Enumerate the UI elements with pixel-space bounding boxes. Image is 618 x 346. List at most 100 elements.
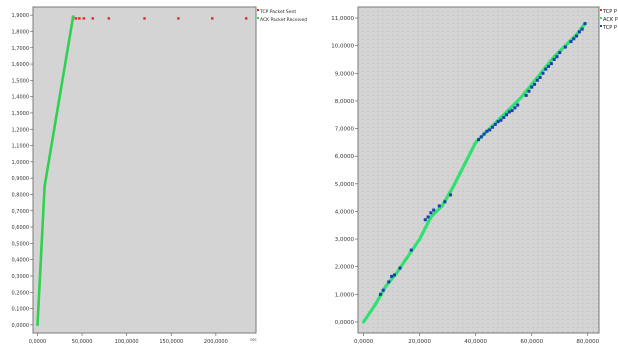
x-tick-label: 150,0000 (159, 339, 183, 345)
y-tick-label: 1,5000 (12, 78, 30, 84)
data-point (507, 110, 511, 114)
data-point (426, 215, 430, 219)
data-point (409, 248, 413, 252)
legend-entry: ACK Packet Received (260, 17, 307, 23)
data-point (429, 211, 433, 215)
y-tick-label: 6,0000 (335, 154, 355, 160)
x-tick-label: 0,0000 (354, 339, 374, 345)
x-tick-label: 100,0000 (115, 339, 139, 345)
data-point (78, 17, 81, 20)
data-point (479, 135, 483, 139)
x-axis-label: sec (250, 337, 257, 342)
data-point (505, 113, 509, 117)
data-point (423, 218, 427, 222)
series-1 (36, 15, 75, 327)
data-point (516, 103, 520, 107)
data-point (177, 17, 180, 20)
x-tick-label: 80,0000 (576, 339, 599, 345)
data-point (555, 55, 559, 59)
y-tick-label: 11,0000 (331, 16, 354, 22)
data-point (91, 17, 95, 20)
data-point (575, 34, 579, 38)
data-point (577, 30, 581, 34)
plot-area (357, 6, 600, 334)
y-tick-label: 1,0000 (12, 160, 30, 166)
data-point (569, 40, 573, 44)
legend-swatch (600, 9, 602, 11)
data-point (392, 273, 396, 277)
data-point (549, 62, 553, 66)
data-point (538, 75, 542, 79)
data-point (448, 193, 452, 197)
y-tick-label: 4,0000 (335, 209, 355, 215)
y-tick-label: 0,8000 (12, 192, 30, 198)
legend-entry: ACK P (603, 17, 618, 23)
data-point (74, 17, 78, 20)
y-tick-label: 0,9000 (12, 176, 30, 182)
x-tick-label: 20,0000 (408, 339, 431, 345)
data-point (552, 57, 556, 61)
legend-swatch (600, 25, 602, 27)
data-point (499, 118, 503, 122)
x-tick-label: 60,0000 (520, 339, 543, 345)
y-tick-label: 0,2000 (12, 290, 30, 296)
x-tick-label: 50,0000 (72, 339, 93, 345)
x-tick-label: 0,0000 (29, 339, 47, 345)
data-point (477, 138, 480, 142)
y-tick-label: 1,9000 (12, 13, 30, 19)
data-point (437, 204, 441, 208)
series-line (36, 15, 75, 327)
y-tick-label: 0,0000 (12, 323, 30, 329)
data-point (390, 274, 394, 278)
y-tick-label: 1,3000 (12, 111, 30, 117)
y-tick-label: 1,8000 (12, 29, 30, 35)
data-point (488, 128, 492, 132)
legend-swatch (600, 17, 602, 19)
y-tick-label: 1,4000 (12, 95, 30, 101)
data-point (558, 51, 562, 55)
y-tick-label: 10,0000 (331, 44, 354, 50)
data-point (535, 78, 539, 82)
y-tick-label: 0,1000 (12, 307, 30, 313)
data-point (496, 120, 500, 124)
x-tick-label: 200,0000 (204, 339, 228, 345)
data-point (547, 64, 551, 68)
data-point (491, 125, 495, 129)
y-tick-label: 0,6000 (12, 225, 30, 231)
y-tick-label: 8,0000 (335, 99, 355, 105)
data-point (381, 288, 385, 292)
data-point (485, 129, 489, 133)
chart-tcp-packets-left: 0,0000 0,1000 0,2000 0,3000 0,4000 0,5000 0,60… (12, 6, 307, 345)
legend-entry: TCP P (602, 25, 617, 31)
y-tick-label: 1,0000 (335, 292, 355, 298)
data-point (398, 266, 402, 270)
data-point (143, 17, 146, 20)
y-tick-label: 5,0000 (335, 182, 355, 188)
legend-entry: TCP P (602, 9, 617, 15)
chart-tcp-packets-right: 0,0000 1,0000 2,0000 3,0000 4,0000 5,0000 6,00… (331, 6, 618, 345)
data-point (530, 85, 534, 89)
y-tick-label: 7,0000 (335, 127, 355, 133)
y-tick-label: 0,3000 (12, 274, 30, 280)
y-tick-label: 0,5000 (12, 241, 30, 247)
data-point (211, 17, 214, 20)
data-point (527, 89, 531, 93)
data-point (378, 292, 382, 296)
data-point (583, 22, 587, 26)
y-tick-label: 1,2000 (12, 127, 30, 133)
data-point (541, 71, 545, 75)
y-tick-label: 3,0000 (335, 237, 355, 243)
data-point (563, 45, 567, 49)
y-tick-label: 2,0000 (335, 265, 355, 271)
series-2 (378, 22, 587, 296)
y-tick-label: 0,7000 (12, 209, 30, 215)
data-point (524, 93, 528, 97)
data-point (482, 132, 486, 136)
data-point (544, 67, 548, 71)
y-tick-label: 1,1000 (12, 144, 30, 150)
data-point (533, 82, 537, 86)
y-tick-label: 0,0000 (335, 320, 355, 326)
y-tick-label: 1,7000 (12, 46, 30, 52)
legend-swatch (257, 17, 259, 19)
